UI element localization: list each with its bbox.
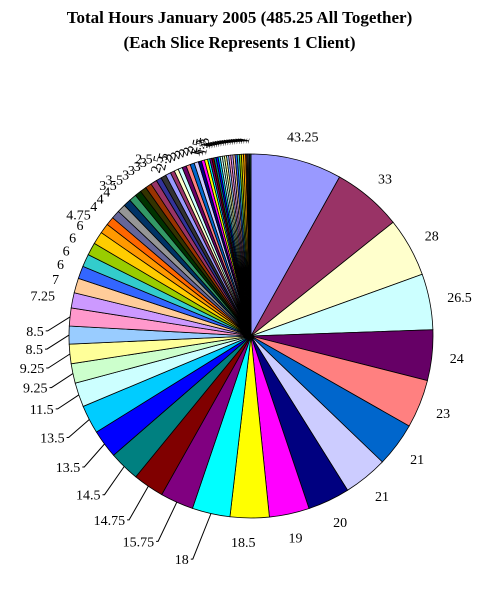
slice-label: 6: [63, 245, 70, 260]
pie-slice: [250, 153, 341, 338]
leader-line: [190, 513, 212, 560]
slice-label: 18: [175, 553, 189, 568]
slice-label: 6: [57, 258, 64, 273]
slice-label: 2: [160, 155, 176, 165]
leader-line: [45, 334, 70, 350]
slice-label: 9.25: [20, 362, 45, 377]
leader-line: [82, 443, 105, 468]
slice-label: 6: [77, 219, 84, 234]
slice-label: 3: [134, 160, 141, 175]
slice-label: 1: [206, 139, 222, 149]
slice-label: 2: [181, 146, 197, 156]
slice-label: 14.75: [94, 514, 126, 529]
slice-label: 2.5: [149, 154, 167, 174]
slice-label: 1: [228, 136, 244, 146]
slice-label: 28: [425, 229, 439, 244]
slice-label: 6: [69, 232, 76, 247]
pie-slices: [68, 153, 434, 519]
pie-slice: [249, 153, 252, 337]
slice-label: 3: [140, 156, 147, 171]
slice-label: 3: [128, 164, 135, 179]
slice-label: 11.5: [30, 403, 54, 418]
leader-line: [49, 373, 74, 389]
slice-label: 1: [231, 136, 247, 146]
slice-label: 4: [103, 186, 110, 201]
slice-label: 1: [208, 139, 224, 149]
slice-label: 26.5: [447, 291, 472, 306]
slice-label: 21: [375, 490, 389, 505]
slice-label: 4.75: [66, 208, 91, 223]
slice-label: 43.25: [287, 131, 319, 146]
slice-label: 20: [333, 516, 347, 531]
slice-label: 15.75: [123, 535, 155, 550]
slice-label: 1: [215, 138, 231, 148]
leader-line: [156, 501, 178, 542]
slice-label: 1: [203, 140, 219, 150]
slice-label: 24: [450, 352, 464, 367]
slice-label: 1: [235, 136, 251, 146]
slice-label: 8.5: [26, 343, 44, 358]
slice-label: 23: [436, 407, 450, 422]
leader-line: [102, 466, 125, 496]
chart-title: Total Hours January 2005 (485.25 All Tog…: [66, 8, 413, 27]
slice-label: 14.5: [76, 489, 101, 504]
slice-label: 18.5: [231, 536, 256, 551]
slice-label: 33: [378, 173, 392, 188]
chart-subtitle: (Each Slice Represents 1 Client): [123, 33, 356, 52]
slice-label: 1: [221, 137, 237, 147]
slice-label: 2: [164, 153, 180, 163]
slice-label: 2: [172, 149, 188, 159]
slice-label: 1: [219, 137, 235, 147]
slice-label: 8.5: [26, 325, 44, 340]
leader-line: [127, 486, 149, 521]
slice-label: 1.5: [192, 137, 210, 157]
slice-label: 1: [212, 138, 228, 148]
slice-label: 4: [90, 200, 97, 215]
slice-label: 3: [122, 169, 129, 184]
slice-label: 3.5: [99, 179, 117, 194]
slice-label: 1: [199, 141, 215, 151]
slice-label: 3.5: [106, 174, 124, 189]
slice-label: 1.5: [195, 136, 213, 156]
slice-label: 1: [217, 137, 233, 147]
slice-label: 7: [52, 273, 59, 288]
slice-label: 2.5: [154, 152, 172, 172]
slice-label: 2: [168, 151, 184, 161]
leader-line: [45, 316, 71, 332]
slice-label: 2: [177, 147, 193, 157]
slice-label: 4: [97, 193, 104, 208]
slice-label: 1: [233, 136, 249, 146]
slice-label: 9.25: [23, 382, 48, 397]
slice-label: 1: [226, 136, 242, 146]
slice-label: 1: [201, 140, 217, 150]
leader-lines: [45, 316, 212, 560]
slice-label: 13.5: [56, 461, 81, 476]
slice-label: 1: [238, 135, 254, 145]
slice-label: 19: [289, 531, 303, 546]
slice-labels: 43.25332826.524232121201918.51815.7514.7…: [20, 131, 472, 568]
slice-label: 21: [410, 453, 424, 468]
leader-line: [46, 353, 71, 369]
slice-label: 13.5: [40, 432, 65, 447]
leader-line: [66, 419, 90, 438]
slice-label: 1: [224, 136, 240, 146]
slice-label: 7.25: [31, 290, 56, 305]
slice-label: 2.5: [135, 152, 153, 167]
slice-label: 2: [186, 144, 202, 154]
slice-label: 1.5: [188, 138, 206, 158]
slice-label: 1: [210, 138, 226, 148]
leader-line: [55, 394, 80, 410]
